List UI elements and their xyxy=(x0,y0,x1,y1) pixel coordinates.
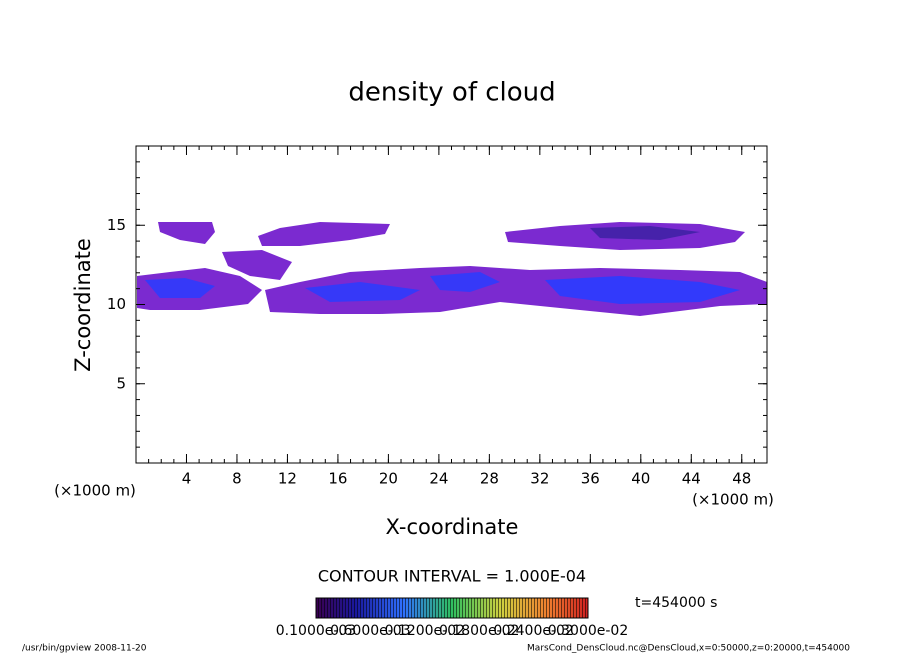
y-tick-label: 5 xyxy=(116,374,126,392)
cloud-field xyxy=(137,222,767,316)
y-axis-label: Z-coordinate xyxy=(71,238,95,372)
y-tick-label: 15 xyxy=(107,216,126,234)
x-tick-label: 20 xyxy=(379,470,398,488)
x-unit: (×1000 m) xyxy=(54,482,136,500)
colorbar-frame xyxy=(315,597,589,619)
x-tick-label: 28 xyxy=(480,470,499,488)
footer-right: MarsCond_DensCloud.nc@DensCloud,x=0:5000… xyxy=(527,644,850,654)
x-tick-label: 32 xyxy=(530,470,549,488)
x-axis-label: X-coordinate xyxy=(386,515,519,539)
footer-left: /usr/bin/gpview 2008-11-20 xyxy=(22,644,147,654)
x-tick-label: 4 xyxy=(182,470,192,488)
time-label: t=454000 s xyxy=(635,595,717,611)
chart-title: density of cloud xyxy=(348,78,555,108)
x-tick-label: 48 xyxy=(732,470,751,488)
x-tick-label: 24 xyxy=(429,470,448,488)
x-tick-label: 12 xyxy=(278,470,297,488)
x-tick-label: 40 xyxy=(631,470,650,488)
contour-interval: CONTOUR INTERVAL = 1.000E-04 xyxy=(318,567,586,586)
x-tick-label: 8 xyxy=(232,470,242,488)
x-tick-label: 36 xyxy=(581,470,600,488)
colorbar-label: 0.3000e-02 xyxy=(548,623,628,639)
x-unit: (×1000 m) xyxy=(692,491,774,509)
colorbar-label: 0.6000e-03 xyxy=(330,623,410,639)
colorbar-label: 0.1800e-02 xyxy=(439,623,519,639)
colorbar-label: 0.2400e-02 xyxy=(493,623,573,639)
x-tick-label: 16 xyxy=(328,470,347,488)
colorbar-label: 0.1000e-03 xyxy=(276,623,356,639)
y-tick-label: 10 xyxy=(107,295,126,313)
colorbar-label: 0.1200e-02 xyxy=(385,623,465,639)
x-tick-label: 44 xyxy=(682,470,701,488)
